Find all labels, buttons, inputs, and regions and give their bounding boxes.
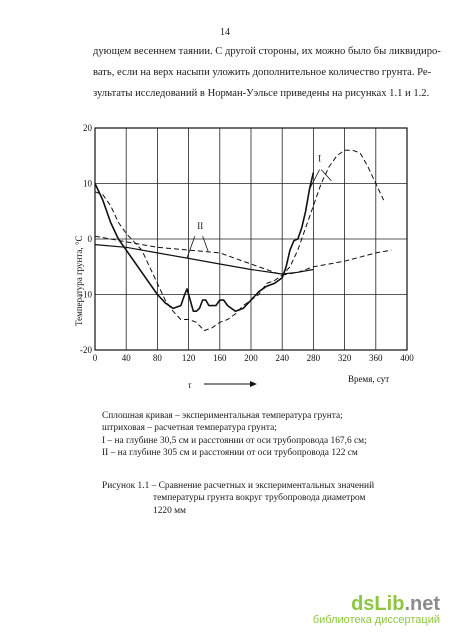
x-tick-label: 320 [338,353,352,363]
curve-label-II-leader [186,236,196,259]
curve-label-I-leader [320,169,332,181]
x-tick-label: 280 [307,353,321,363]
y-tick-label: 20 [83,123,93,133]
x-tick-label: 400 [400,353,414,363]
series-dashed-curve-II [94,235,392,276]
x-tick-label: 360 [369,353,383,363]
curve-label-II-leader [202,236,209,252]
watermark-logo-main: dsLib [351,593,405,615]
x-tick-label: 0 [93,353,98,363]
y-tick-label: 10 [83,179,93,189]
curve-label-I-leader [309,169,320,190]
curve-label-I: I [318,153,321,163]
legend-line-3: I – на глубине 30,5 см и расстоянии от о… [102,435,367,446]
body-line-3: зультаты исследований в Норман-Уэльсе пр… [93,88,430,99]
figure-caption-line-3: 1220 мм [153,505,186,516]
series-dashed-curve-I [94,149,385,332]
x-tick-label: 80 [153,353,163,363]
chart-grid [95,128,407,350]
x-tick-label: 160 [213,353,227,363]
x-tick-label: 40 [122,353,132,363]
curve-label-II: II [197,221,203,231]
legend-line-1: Сплошная кривая – экспериментальная темп… [102,411,343,421]
watermark-logo-suffix: .net [404,593,440,615]
page-number: 14 [220,27,230,38]
body-line-1: дующем весеннем таянии. С другой стороны… [93,46,441,57]
legend-text: Сплошная кривая – экспериментальная темп… [102,410,432,460]
series-solid-curve-I [94,172,315,312]
legend-line-2: штриховая – расчетная температура грунта… [102,423,277,434]
watermark-subtitle: библиотека диссертаций [312,614,440,626]
x-tick-label: 200 [244,353,258,363]
x-axis-label: Время, сут [348,374,389,384]
figure-caption-line-1: Рисунок 1.1 – Сравнение расчетных и эксп… [102,481,375,491]
y-tick-label: -10 [80,290,92,300]
series-solid-curve-II [94,244,314,275]
body-line-2: вать, если на верх насыпи уложить дополн… [93,67,432,78]
tau-arrow [204,381,257,387]
body-paragraph: дующем весеннем таянии. С другой стороны… [93,41,441,104]
watermark-logo: dsLib.net [300,593,440,616]
y-tick-label: 0 [88,234,93,244]
chart-series [94,149,392,332]
y-tick-label: -20 [80,345,92,355]
figure-caption: Рисунок 1.1 – Сравнение расчетных и эксп… [102,480,432,517]
x-tick-label: 120 [182,353,196,363]
x-tick-label: 240 [275,353,289,363]
watermark: dsLib.net библиотека диссертаций [300,593,440,626]
y-axis-label: Температура грунта, °C [74,235,84,326]
legend-line-4: II – на глубине 305 см и расстоянии от о… [102,448,358,459]
figure-caption-line-2: температуры грунта вокруг трубопровода д… [153,493,366,504]
plot-frame [94,127,408,351]
tau-symbol: τ [188,380,192,390]
